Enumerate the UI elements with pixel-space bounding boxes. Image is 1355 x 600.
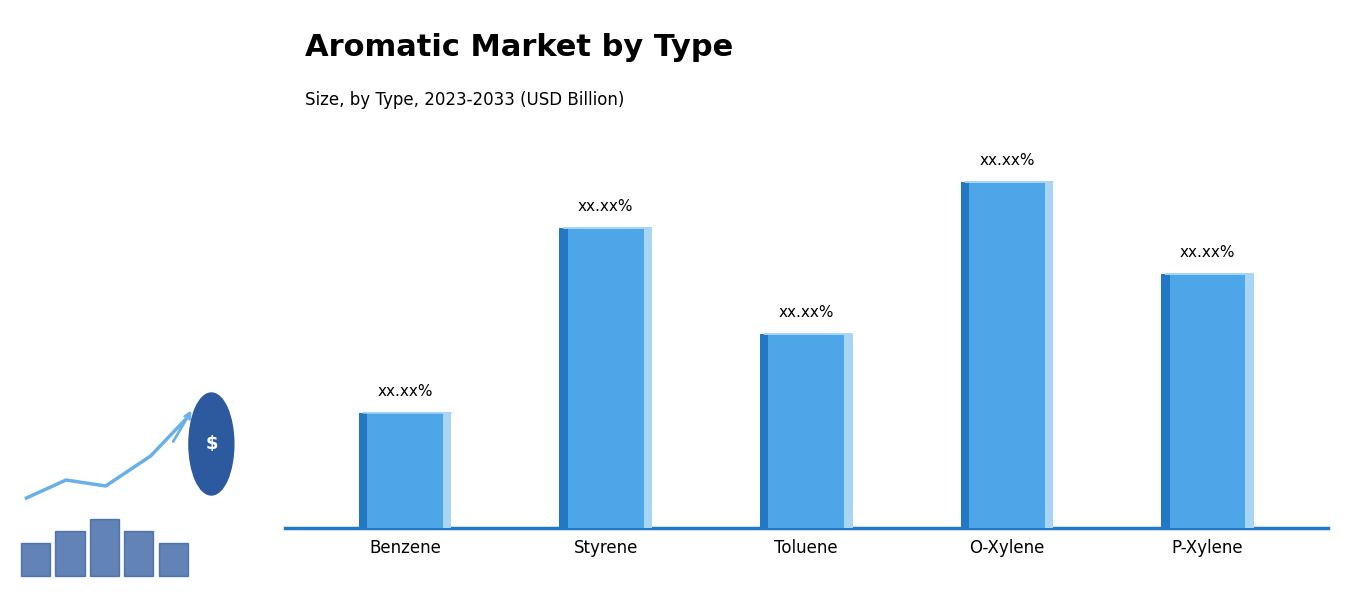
Text: 270.1: 270.1 <box>70 191 194 229</box>
Text: xx.xx%: xx.xx% <box>980 153 1035 168</box>
Bar <box>1165 274 1249 528</box>
Bar <box>22 543 50 576</box>
Bar <box>564 228 648 528</box>
Bar <box>125 531 153 576</box>
Bar <box>89 519 119 576</box>
Text: Infinity: Infinity <box>81 60 183 84</box>
Bar <box>443 413 451 528</box>
Text: Total Market Size: Total Market Size <box>58 247 206 263</box>
Bar <box>844 334 852 528</box>
Bar <box>56 531 84 576</box>
Text: xx.xx%: xx.xx% <box>779 305 833 320</box>
Text: Aromatic Market by Type: Aromatic Market by Type <box>305 33 733 62</box>
Text: $: $ <box>205 435 218 453</box>
Text: xx.xx%: xx.xx% <box>377 384 432 399</box>
Bar <box>764 334 848 528</box>
Bar <box>1045 182 1053 528</box>
Text: Size, by Type, 2023-2033 (USD Billion): Size, by Type, 2023-2033 (USD Billion) <box>305 91 625 109</box>
Bar <box>1161 274 1169 528</box>
Text: 5.8%: 5.8% <box>83 331 182 365</box>
Bar <box>760 334 768 528</box>
Bar <box>1245 274 1253 528</box>
Bar <box>644 228 652 528</box>
Bar <box>363 413 447 528</box>
Text: USD Billion in 2023: USD Billion in 2023 <box>50 277 214 292</box>
Bar <box>961 182 969 528</box>
Text: (2023 – 2033): (2023 – 2033) <box>73 403 191 419</box>
Bar <box>359 413 367 528</box>
Circle shape <box>188 393 234 495</box>
Bar <box>965 182 1049 528</box>
Text: MARKET RESEARCH: MARKET RESEARCH <box>84 103 180 113</box>
Text: xx.xx%: xx.xx% <box>1180 245 1236 260</box>
Bar <box>159 543 187 576</box>
Text: xx.xx%: xx.xx% <box>577 199 633 214</box>
Text: CAGR: CAGR <box>108 377 156 391</box>
Bar <box>560 228 568 528</box>
